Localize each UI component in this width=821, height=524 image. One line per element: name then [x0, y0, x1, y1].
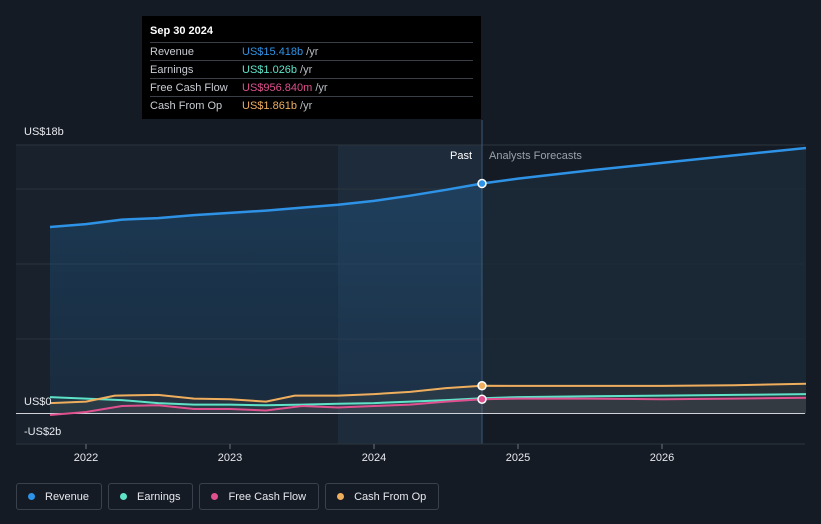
- cash-from-op-area: [50, 383, 806, 414]
- revenue-area-past: [50, 183, 482, 414]
- x-tick-label: 2022: [74, 452, 98, 464]
- free-cash-flow-line: [49, 396, 807, 416]
- y-label-top: US$18b: [24, 126, 64, 138]
- past-label: Past: [450, 150, 473, 162]
- cash-from-op-marker: [477, 380, 487, 391]
- legend-label: Earnings: [137, 490, 181, 503]
- legend: Revenue Earnings Free Cash Flow Cash Fro…: [16, 483, 440, 510]
- tooltip-unit: /yr: [306, 45, 319, 58]
- tooltip-unit: /yr: [300, 63, 313, 76]
- tooltip-unit: /yr: [315, 81, 328, 94]
- x-tick-label: 2025: [506, 452, 530, 464]
- tooltip-value: US$1.026b: [242, 63, 298, 76]
- tooltip-row-earnings: Earnings US$1.026b /yr: [150, 60, 473, 78]
- tooltip-label: Cash From Op: [150, 99, 223, 112]
- legend-label: Revenue: [45, 490, 90, 503]
- x-tick-label: 2024: [362, 452, 386, 464]
- revenue-marker: [477, 178, 487, 189]
- x-tick-label: 2026: [650, 452, 674, 464]
- tooltip-value: US$15.418b: [242, 45, 304, 58]
- earnings-line: [49, 393, 807, 407]
- legend-label: Cash From Op: [354, 490, 427, 503]
- revenue-line: [49, 146, 807, 229]
- tooltip-label: Earnings: [150, 63, 194, 76]
- forecast-label: Analysts Forecasts: [489, 150, 582, 162]
- x-tick-label: 2023: [218, 452, 242, 464]
- tooltip-unit: /yr: [300, 99, 313, 112]
- cash-from-op-dot-icon: [337, 493, 345, 500]
- tooltip-row-revenue: Revenue US$15.418b /yr: [150, 42, 473, 60]
- free-cash-flow-dot-icon: [211, 493, 219, 500]
- tooltip-date: Sep 30 2024: [150, 25, 213, 37]
- y-label-bottom: -US$2b: [24, 426, 62, 438]
- free-cash-flow-area: [50, 397, 806, 415]
- tooltip-value: US$1.861b: [242, 99, 298, 112]
- legend-label: Free Cash Flow: [228, 490, 307, 503]
- free-cash-flow-marker: [477, 394, 487, 404]
- tooltip-row-cfo: Cash From Op US$1.861b /yr: [150, 96, 473, 114]
- cash-from-op-line: [49, 382, 807, 405]
- revenue-dot-icon: [28, 493, 35, 500]
- tooltip-label: Revenue: [150, 45, 195, 58]
- legend-item-cash-from-op[interactable]: Cash From Op: [325, 483, 440, 510]
- y-label-zero: US$0: [24, 396, 52, 408]
- earnings-dot-icon: [120, 493, 128, 500]
- legend-item-free-cash-flow[interactable]: Free Cash Flow: [199, 483, 320, 510]
- revenue-area-forecast: [482, 148, 806, 414]
- legend-item-earnings[interactable]: Earnings: [108, 483, 194, 510]
- tooltip-row-fcf: Free Cash Flow US$956.840m /yr: [150, 78, 473, 96]
- legend-item-revenue[interactable]: Revenue: [16, 483, 103, 510]
- tooltip-label: Free Cash Flow: [150, 81, 228, 94]
- tooltip: Sep 30 2024 Revenue US$15.418b /yr Earni…: [142, 16, 481, 119]
- tooltip-value: US$956.840m: [242, 81, 313, 94]
